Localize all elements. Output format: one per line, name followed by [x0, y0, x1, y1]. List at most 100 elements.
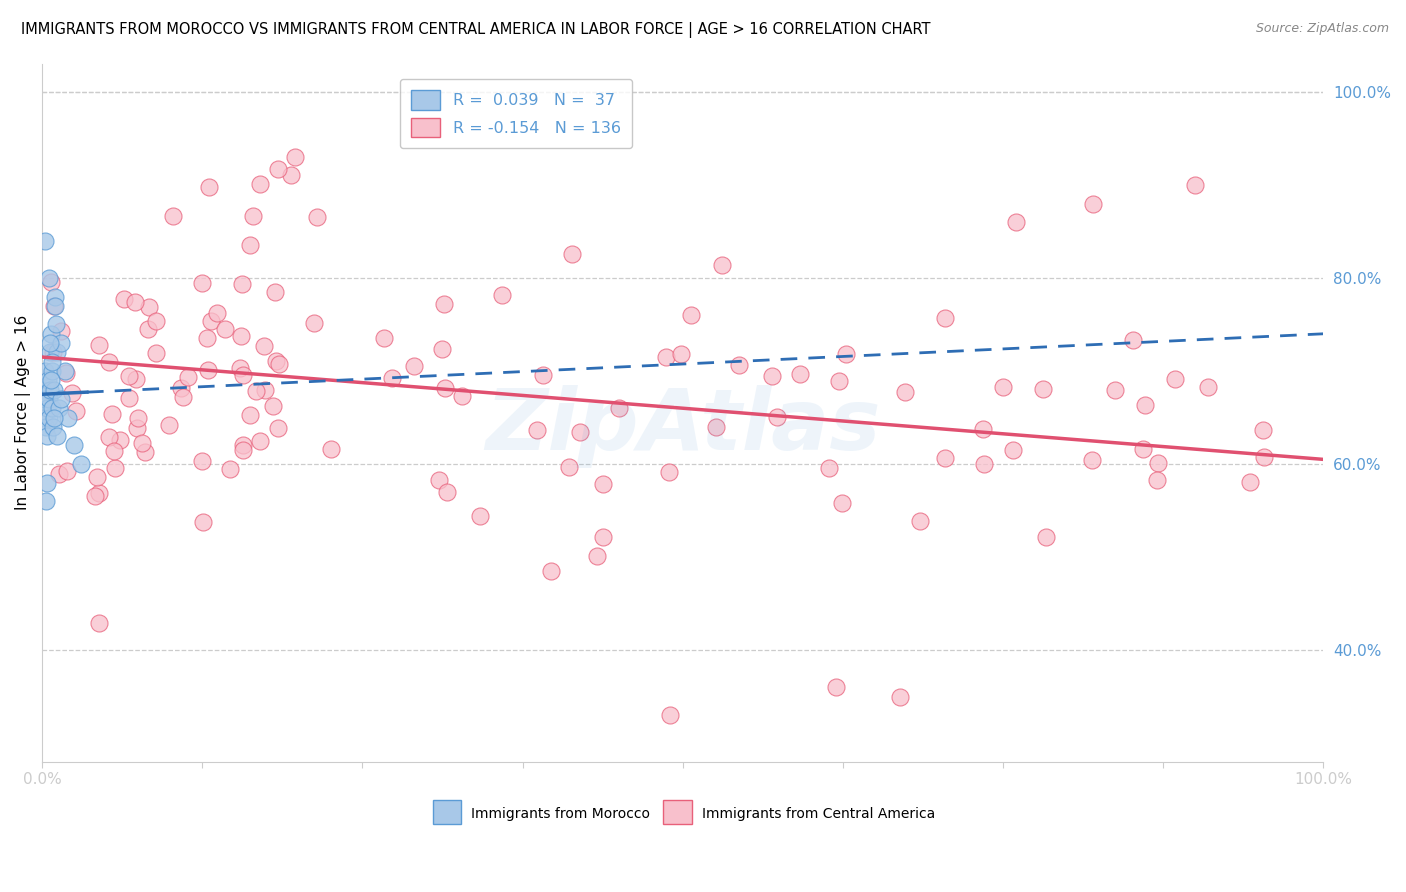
Point [1147, 456, 1170, 470]
Point [145, 314, 167, 328]
Point [679, 308, 702, 322]
Point [1146, 473, 1168, 487]
Point [973, 457, 995, 471]
Point [162, 210, 184, 224]
Point [450, 389, 472, 403]
Point [177, 370, 200, 384]
Point [658, 465, 681, 479]
Point [34, 392, 56, 406]
Point [991, 380, 1014, 394]
Point [526, 423, 548, 437]
Point [232, 437, 254, 451]
Point [229, 360, 252, 375]
Point [711, 258, 734, 272]
Point [1104, 383, 1126, 397]
Point [41, 364, 63, 378]
Point [101, 408, 124, 422]
Point [131, 436, 153, 450]
Point [138, 301, 160, 315]
Point [37, 373, 59, 387]
Point [51, 325, 73, 339]
Point [103, 443, 125, 458]
Point [253, 338, 276, 352]
FancyBboxPatch shape [664, 800, 692, 824]
Point [239, 408, 262, 422]
Point [214, 322, 236, 336]
FancyBboxPatch shape [433, 800, 461, 824]
Point [761, 369, 783, 384]
Point [60, 386, 83, 401]
Point [934, 450, 956, 465]
Point [232, 368, 254, 382]
Point [402, 359, 425, 373]
Point [249, 434, 271, 449]
Point [191, 276, 214, 290]
Point [84, 490, 107, 504]
Point [302, 316, 325, 330]
Point [38, 345, 60, 359]
Point [491, 288, 513, 302]
Point [1253, 450, 1275, 465]
Point [157, 418, 180, 433]
Point [432, 342, 454, 356]
Point [1164, 371, 1187, 385]
Text: Immigrants from Morocco: Immigrants from Morocco [471, 807, 651, 821]
Point [39, 275, 62, 289]
Point [42, 410, 65, 425]
Point [434, 381, 457, 395]
Point [97, 430, 120, 444]
Point [48, 467, 70, 482]
Point [34, 234, 56, 248]
Point [231, 277, 253, 291]
Point [284, 150, 307, 164]
Point [191, 516, 214, 530]
Point [219, 462, 242, 476]
Point [112, 292, 135, 306]
Point [531, 368, 554, 383]
Text: ZipAtlas: ZipAtlas [485, 385, 880, 468]
Point [592, 476, 614, 491]
Point [51, 392, 73, 406]
Point [125, 372, 148, 386]
Point [280, 168, 302, 182]
Point [1081, 196, 1104, 211]
Point [98, 355, 121, 369]
Point [827, 374, 849, 388]
Point [1239, 475, 1261, 489]
Point [32, 383, 55, 397]
Point [1133, 398, 1156, 412]
Point [32, 410, 55, 425]
Point [53, 364, 76, 378]
Point [195, 331, 218, 345]
Point [191, 454, 214, 468]
Point [818, 461, 841, 475]
Point [468, 509, 491, 524]
Point [56, 410, 79, 425]
Point [35, 401, 58, 416]
Point [69, 457, 91, 471]
Point [118, 392, 141, 406]
Point [231, 329, 253, 343]
Point [319, 442, 342, 457]
Point [592, 530, 614, 544]
Point [1032, 382, 1054, 396]
Point [655, 350, 678, 364]
Point [254, 384, 277, 398]
Point [34, 364, 56, 378]
Point [51, 336, 73, 351]
Point [35, 419, 58, 434]
Point [889, 690, 911, 704]
Point [118, 368, 141, 383]
Point [198, 179, 221, 194]
Point [38, 271, 60, 285]
Point [568, 425, 591, 440]
Point [125, 421, 148, 435]
Point [658, 708, 681, 723]
Point [200, 314, 222, 328]
Point [381, 371, 404, 385]
Point [38, 336, 60, 351]
Point [934, 311, 956, 326]
Point [35, 494, 58, 508]
Point [766, 410, 789, 425]
Point [38, 410, 60, 425]
